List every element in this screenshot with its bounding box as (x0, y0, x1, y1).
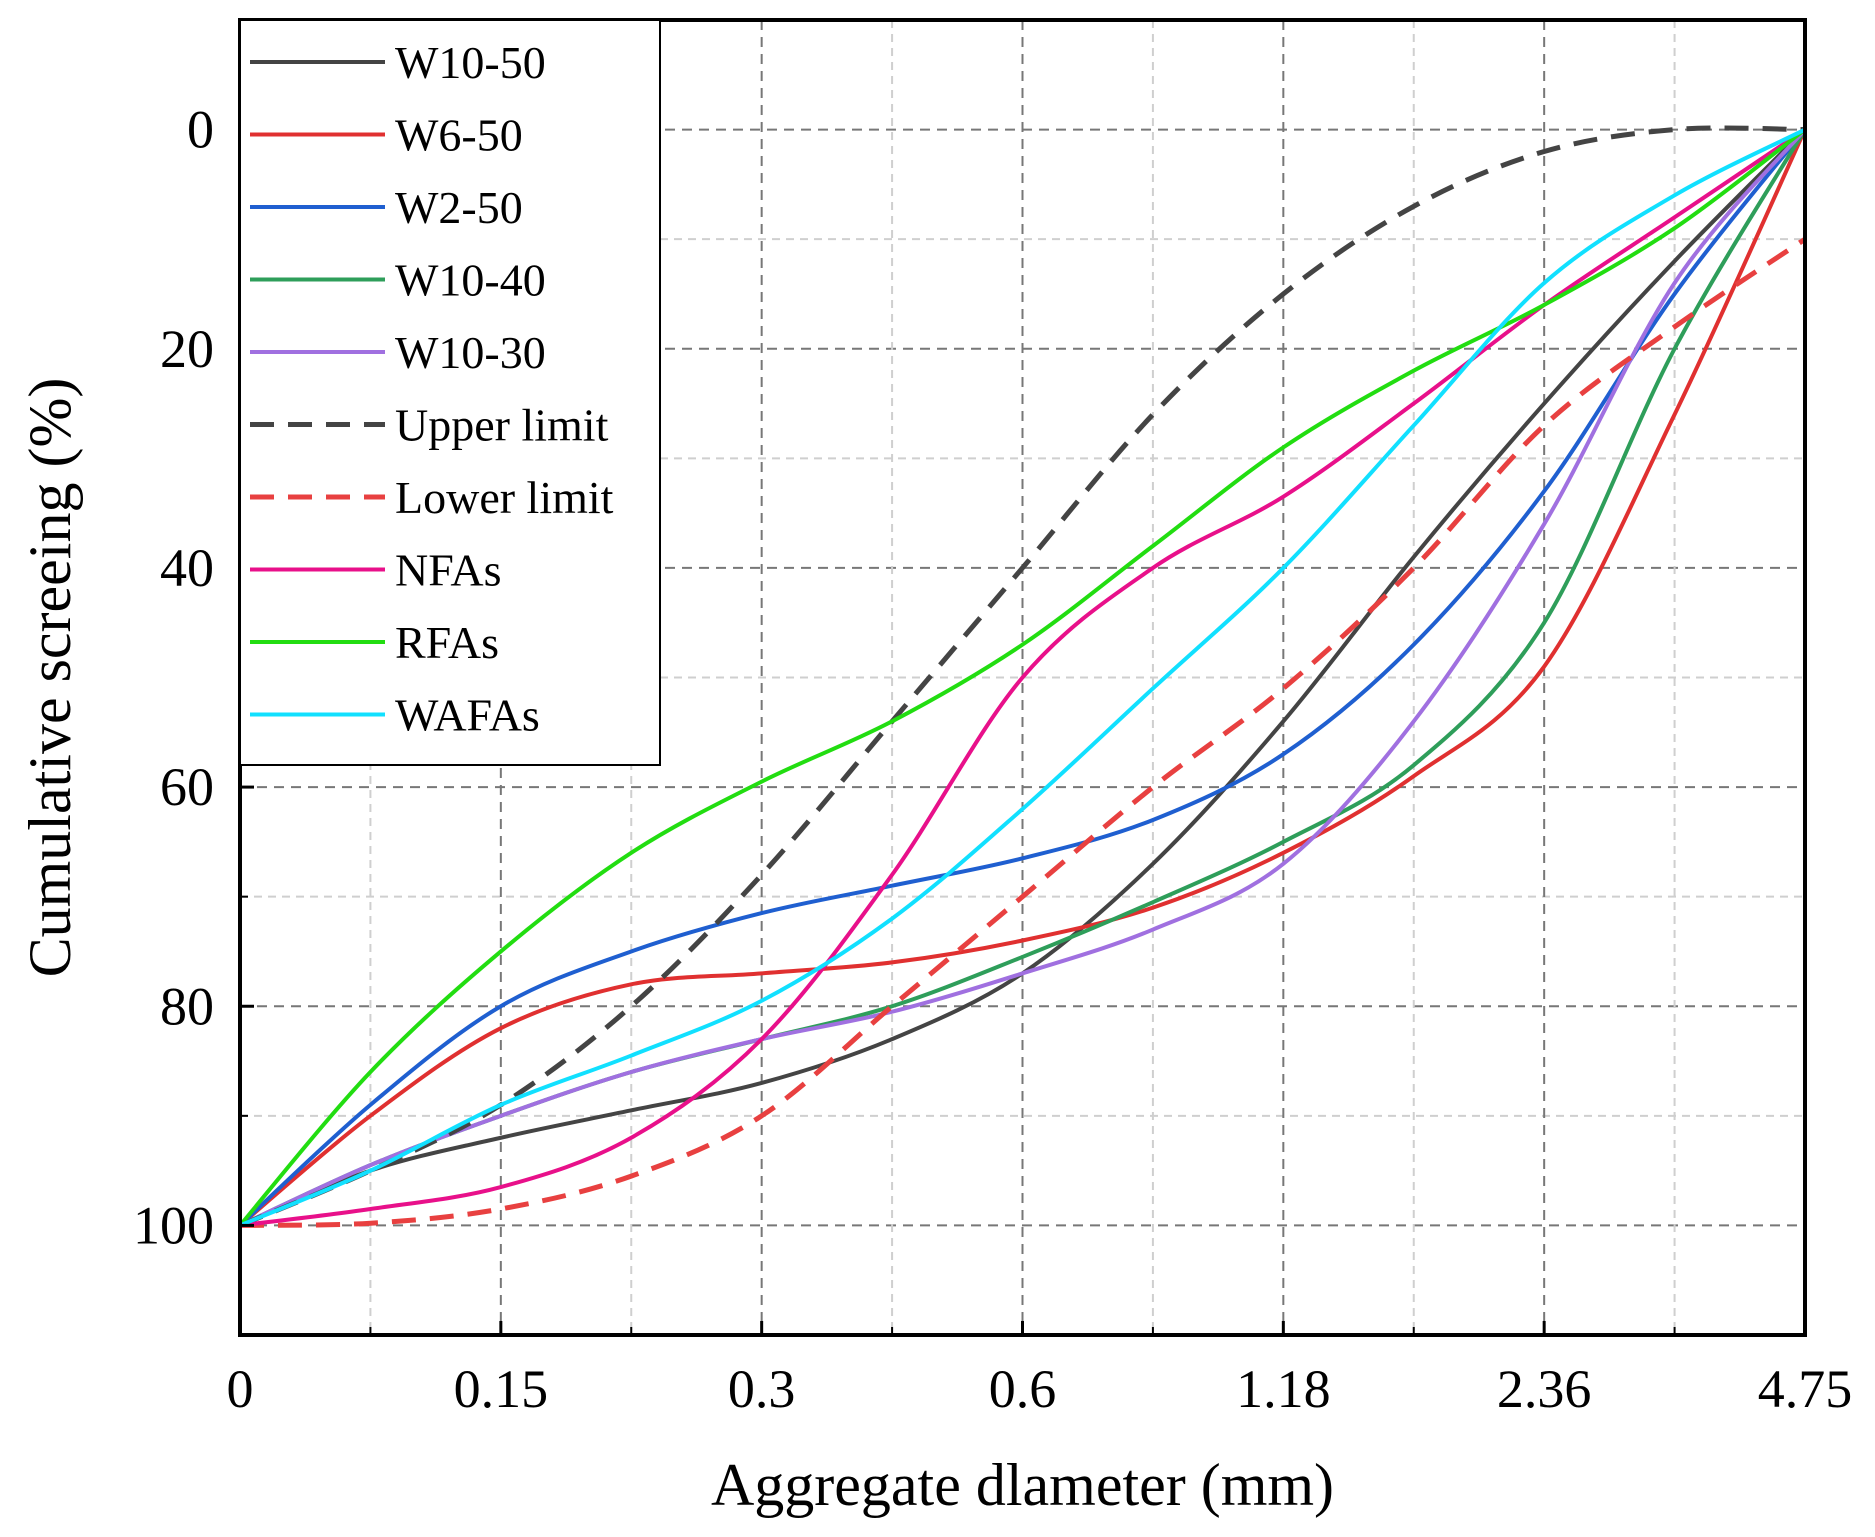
y-tick-label: 20 (160, 319, 214, 379)
y-tick-label: 60 (160, 757, 214, 817)
legend-label: NFAs (395, 545, 502, 596)
series-line-wafas (239, 127, 1806, 1228)
series-line-w6-50 (238, 128, 1807, 1227)
x-tick-label: 0.6 (989, 1359, 1057, 1419)
x-tick-label: 4.75 (1758, 1359, 1853, 1419)
series-line-rfas (238, 127, 1807, 1227)
x-tick-label: 0 (227, 1359, 254, 1419)
series-layer (238, 125, 1807, 1228)
legend-label: W10-50 (395, 37, 546, 88)
legend-label: RFAs (395, 617, 499, 668)
legend-label: W6-50 (395, 110, 523, 161)
y-tick-label: 40 (160, 538, 214, 598)
series-line-w2-50 (238, 128, 1807, 1227)
legend-label: Upper limit (395, 400, 609, 451)
legend-label: WAFAs (395, 690, 540, 741)
legend-label: W10-40 (395, 255, 546, 306)
y-axis-title: Cumulative screeing (%) (17, 378, 83, 978)
axis-ticks: 0 20 40 60 80 100 0 0.15 0.3 0.6 1.18 2.36 4.75 (133, 100, 1852, 1419)
y-tick-label: 80 (160, 976, 214, 1036)
legend-label: W10-30 (395, 327, 546, 378)
series-line-w10-30 (239, 128, 1807, 1228)
x-tick-label: 0.3 (728, 1359, 796, 1419)
y-tick-label: 0 (187, 100, 214, 160)
x-tick-label: 1.18 (1236, 1359, 1331, 1419)
legend-label: Lower limit (395, 472, 614, 523)
legend: W10-50 W6-50 W2-50 W10-40 W10-30 Upper limit L… (239, 19, 661, 766)
y-tick-label: 100 (133, 1195, 214, 1255)
x-axis-title: Aggregate dlameter (mm) (711, 1452, 1334, 1518)
series-line-lower-limit (239, 237, 1807, 1228)
legend-label: W2-50 (395, 182, 523, 233)
x-tick-label: 2.36 (1497, 1359, 1592, 1419)
x-tick-label: 0.15 (454, 1359, 549, 1419)
